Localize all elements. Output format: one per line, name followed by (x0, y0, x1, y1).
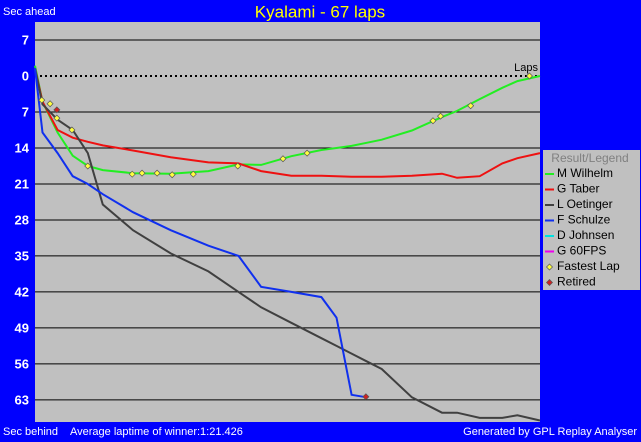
marker (84, 162, 92, 170)
legend-label: L Oetinger (557, 197, 613, 211)
marker (128, 170, 136, 178)
marker (429, 117, 437, 125)
legend-marker (546, 263, 553, 271)
y-tick-label: 42 (15, 284, 29, 299)
marker (38, 96, 46, 104)
y-tick-label: 35 (15, 248, 29, 263)
marker (53, 114, 61, 122)
legend-label: G 60FPS (557, 244, 606, 258)
marker (138, 169, 146, 177)
y-tick-label: 0 (22, 68, 29, 83)
footer-left: Average laptime of winner:1:21.426 (70, 426, 243, 438)
y-label-bottom: Sec behind (3, 426, 58, 438)
legend-label: Fastest Lap (557, 259, 620, 273)
legend-label: F Schulze (557, 213, 611, 227)
legend-box (543, 150, 640, 290)
y-tick-label: 7 (22, 104, 29, 119)
marker (189, 170, 197, 178)
marker (279, 155, 287, 163)
marker (153, 169, 161, 177)
chart-title: Kyalami - 67 laps (255, 2, 385, 21)
y-tick-label: 14 (15, 140, 30, 155)
series-line (34, 68, 367, 399)
legend-label: D Johnsen (557, 228, 614, 242)
legend-label: M Wilhelm (557, 166, 613, 180)
marker (168, 171, 176, 179)
marker (303, 149, 311, 157)
legend-marker (546, 279, 553, 286)
y-tick-label: 56 (15, 356, 29, 371)
marker (46, 100, 54, 108)
series-line (34, 68, 541, 179)
series-line (34, 68, 541, 422)
y-tick-label: 21 (15, 176, 29, 191)
y-label-top: Sec ahead (3, 6, 56, 18)
footer-right: Generated by GPL Replay Analyser (463, 426, 637, 438)
marker (234, 162, 242, 170)
marker (467, 102, 475, 110)
marker (68, 126, 76, 134)
marker (362, 393, 370, 401)
x-axis-label: Laps (514, 62, 538, 74)
plot-area (35, 22, 540, 422)
legend-title: Result/Legend (551, 151, 628, 165)
y-tick-label: 49 (15, 320, 29, 335)
y-tick-label: 7 (22, 32, 29, 47)
legend-label: Retired (557, 275, 596, 289)
y-tick-label: 28 (15, 212, 29, 227)
marker (437, 112, 445, 120)
y-tick-label: 63 (15, 392, 29, 407)
legend-label: G Taber (557, 182, 599, 196)
marker (525, 72, 533, 80)
marker (53, 106, 61, 114)
